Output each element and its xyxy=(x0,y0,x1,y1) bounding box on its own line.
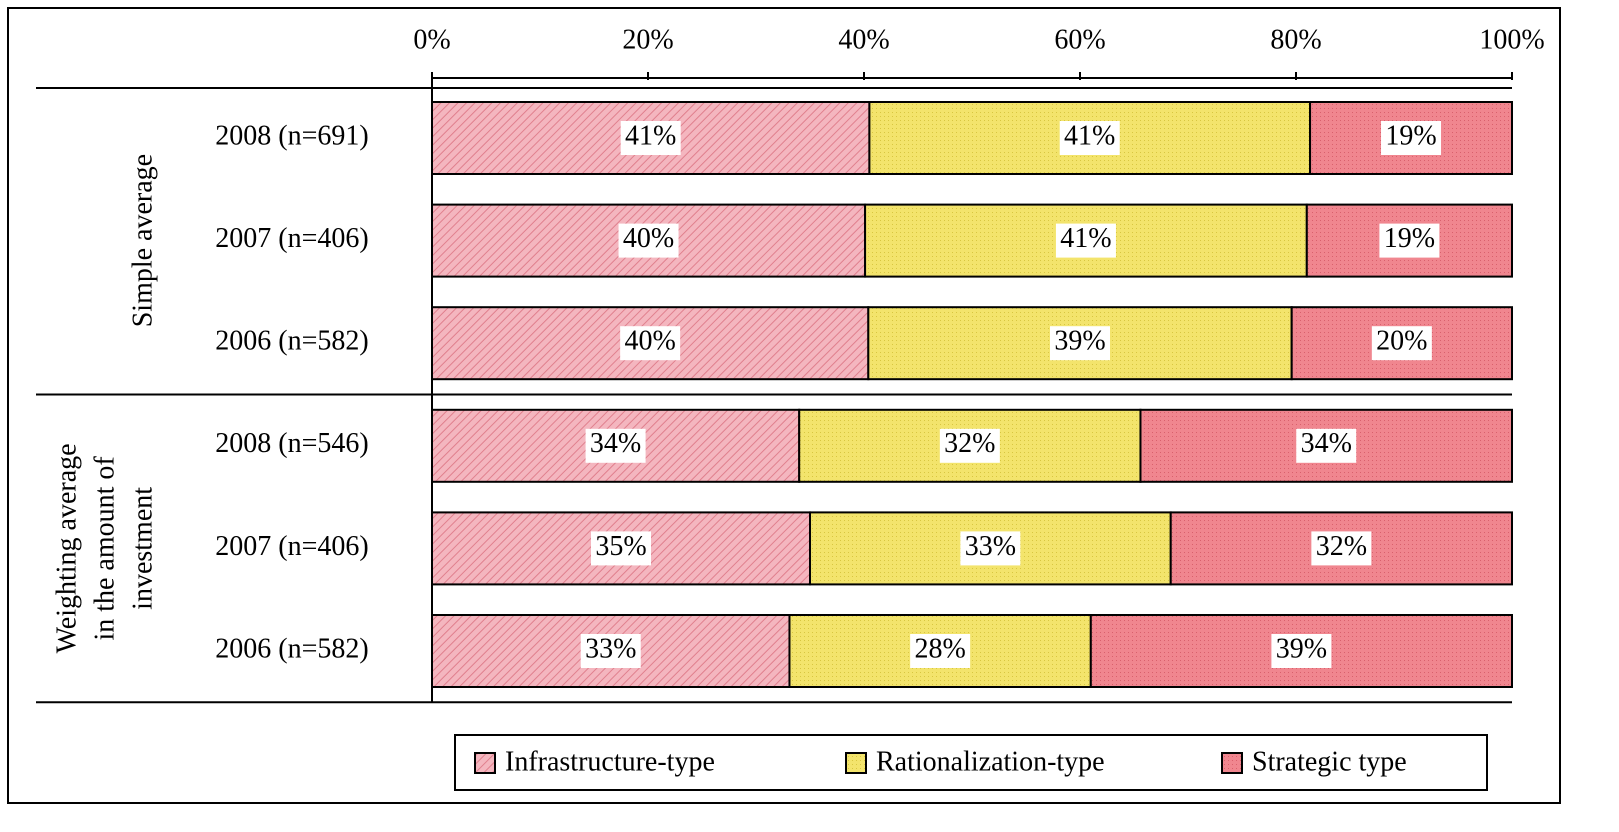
legend-label: Infrastructure-type xyxy=(505,746,715,777)
frame xyxy=(7,7,1561,804)
data-label: 41% xyxy=(1060,223,1111,254)
data-label: 32% xyxy=(1316,531,1367,562)
category-label: 2007 (n=406) xyxy=(215,531,368,562)
label-bg xyxy=(580,634,641,668)
data-label: 19% xyxy=(1384,223,1435,254)
data-label: 19% xyxy=(1385,120,1436,151)
data-label: 20% xyxy=(1376,326,1427,357)
category-label: 2008 (n=546) xyxy=(215,428,368,459)
legend-swatch xyxy=(1221,752,1243,774)
label-bg xyxy=(939,428,1000,463)
x-tick-label: 0% xyxy=(413,24,450,55)
category-label: 2008 (n=691) xyxy=(215,120,368,151)
group-label: Weighting average xyxy=(51,443,82,653)
label-bg xyxy=(1379,223,1440,258)
data-label: 33% xyxy=(965,531,1016,562)
x-tick-label: 80% xyxy=(1270,24,1321,55)
data-label: 35% xyxy=(595,531,646,562)
category-label: 2007 (n=406) xyxy=(215,223,368,254)
group-label: in the amount of xyxy=(89,456,120,641)
label-bg xyxy=(960,531,1021,566)
data-label: 40% xyxy=(624,326,675,357)
data-label: 39% xyxy=(1276,633,1327,664)
label-bg xyxy=(618,223,679,258)
label-bg xyxy=(620,121,681,155)
group-label: investment xyxy=(127,487,158,610)
data-label: 40% xyxy=(623,223,674,254)
x-tick-label: 100% xyxy=(1479,24,1544,55)
data-label: 41% xyxy=(1064,120,1115,151)
data-label: 34% xyxy=(1301,428,1352,459)
category-label: 2006 (n=582) xyxy=(215,326,368,357)
label-bg xyxy=(910,634,971,668)
x-tick-label: 60% xyxy=(1054,24,1105,55)
group-label: Simple average xyxy=(127,154,158,327)
bar-segment xyxy=(431,511,811,586)
legend-label: Rationalization-type xyxy=(876,746,1105,777)
label-bg xyxy=(585,428,646,463)
label-bg xyxy=(1296,428,1357,463)
label-bg xyxy=(1059,121,1120,155)
data-label: 34% xyxy=(590,428,641,459)
x-tick-label: 40% xyxy=(838,24,889,55)
label-bg xyxy=(1371,326,1432,361)
legend-label: Strategic type xyxy=(1252,746,1407,777)
x-tick-label: 20% xyxy=(622,24,673,55)
legend-swatch xyxy=(474,752,496,774)
data-label: 33% xyxy=(585,633,636,664)
data-label: 41% xyxy=(625,120,676,151)
legend-swatch xyxy=(845,752,867,774)
label-bg xyxy=(1271,634,1332,668)
bar-segment xyxy=(788,614,1092,688)
label-bg xyxy=(1311,531,1372,566)
bar-segment xyxy=(431,306,870,381)
legend-box xyxy=(454,734,1488,791)
data-label: 39% xyxy=(1054,326,1105,357)
category-label: 2006 (n=582) xyxy=(215,633,368,664)
data-label: 32% xyxy=(944,428,995,459)
label-bg xyxy=(1381,121,1442,155)
label-bg xyxy=(620,326,681,361)
label-bg xyxy=(591,531,651,566)
data-label: 28% xyxy=(914,633,965,664)
label-bg xyxy=(1050,326,1110,361)
label-bg xyxy=(1055,223,1116,258)
